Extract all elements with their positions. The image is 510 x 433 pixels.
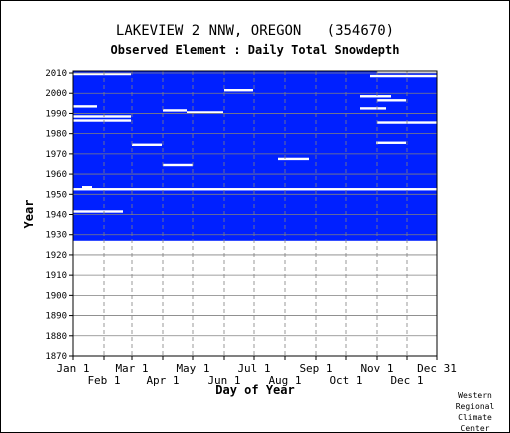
x-tick-label-upper: Sep 1 xyxy=(299,362,332,375)
missing-gap xyxy=(370,74,437,78)
x-tick-label-upper: Nov 1 xyxy=(360,362,393,375)
missing-gap xyxy=(377,99,406,102)
x-tick-label-lower: Aug 1 xyxy=(268,374,301,387)
missing-gap xyxy=(224,89,253,92)
missing-gap xyxy=(73,119,131,122)
y-tick-label: 2000 xyxy=(45,89,67,99)
missing-gap xyxy=(163,163,193,167)
wrcc-credit: Western Regional Climate Center xyxy=(455,391,495,433)
missing-gap xyxy=(278,157,309,161)
missing-gap xyxy=(73,105,97,108)
y-tick-label: 1890 xyxy=(45,312,67,322)
missing-gap xyxy=(73,115,131,118)
missing-gap xyxy=(360,107,386,110)
y-tick-label: 1980 xyxy=(45,130,67,140)
x-tick-label-upper: May 1 xyxy=(176,362,209,375)
x-tick-label-lower: Apr 1 xyxy=(146,374,179,387)
y-tick-label: 1940 xyxy=(45,211,67,221)
y-tick-label: 1930 xyxy=(45,231,67,241)
plot-border xyxy=(72,70,438,357)
x-tick-label-lower: Jun 1 xyxy=(207,374,240,387)
y-tick-label: 1880 xyxy=(45,332,67,342)
y-tick-label: 1960 xyxy=(45,170,67,180)
x-axis-label: Day of Year xyxy=(215,383,295,397)
missing-gap xyxy=(73,188,437,191)
y-axis-label: Year xyxy=(22,199,36,229)
y-tick-label: 1910 xyxy=(45,271,67,281)
chart-title: LAKEVIEW 2 NNW, OREGON (354670) xyxy=(115,23,395,39)
x-tick-label-upper: Jul 1 xyxy=(237,362,270,375)
observed-data-block xyxy=(73,71,437,241)
grid-layer xyxy=(73,71,437,357)
x-tick-label-lower: Oct 1 xyxy=(329,374,362,387)
missing-gap xyxy=(132,143,162,146)
y-tick-label: 1870 xyxy=(45,352,67,362)
missing-gap xyxy=(376,141,406,144)
y-tick-label: 2010 xyxy=(45,69,67,79)
missing-gap xyxy=(163,109,187,112)
y-tick-label: 1900 xyxy=(45,291,67,301)
missing-gap xyxy=(73,72,131,76)
x-tick-label-lower: Feb 1 xyxy=(87,374,120,387)
x-tick-label-upper: Dec 31 xyxy=(417,362,457,375)
y-tick-label: 1950 xyxy=(45,190,67,200)
data-layer xyxy=(73,70,437,241)
missing-gap xyxy=(360,95,391,98)
y-tick-label: 1920 xyxy=(45,251,67,261)
tick-layer: 1870 1880 1890 1900 1910 1920 1930 1940 1950 1960… xyxy=(45,69,457,387)
y-tick-label: 1990 xyxy=(45,109,67,119)
chart-subtitle: Observed Element : Daily Total Snowdepth xyxy=(110,43,400,57)
x-tick-label-lower: Dec 1 xyxy=(390,374,423,387)
x-tick-label-upper: Mar 1 xyxy=(115,362,148,375)
y-tick-label: 1970 xyxy=(45,150,67,160)
missing-gap xyxy=(82,186,92,189)
missing-gap xyxy=(73,210,123,213)
missing-gap xyxy=(187,111,223,114)
x-tick-label-upper: Jan 1 xyxy=(56,362,89,375)
